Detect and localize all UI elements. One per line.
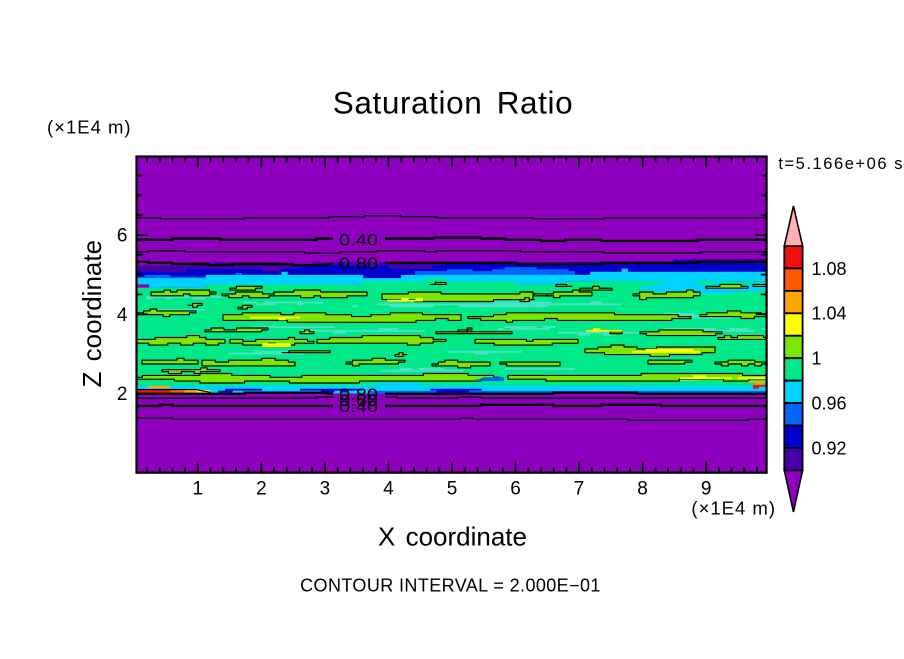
- svg-text:6: 6: [117, 226, 128, 247]
- svg-text:(×1E4 m): (×1E4 m): [691, 498, 776, 519]
- svg-text:2: 2: [256, 479, 267, 500]
- svg-text:2: 2: [117, 384, 128, 405]
- svg-text:3: 3: [320, 479, 331, 500]
- svg-text:4: 4: [383, 479, 394, 500]
- svg-text:0.96: 0.96: [812, 394, 847, 414]
- svg-text:Z coordinate: Z coordinate: [77, 240, 107, 388]
- svg-text:0.80: 0.80: [339, 254, 378, 273]
- svg-text:6: 6: [510, 479, 521, 500]
- svg-text:1: 1: [812, 349, 822, 369]
- svg-text:7: 7: [574, 479, 585, 500]
- svg-text:1: 1: [193, 479, 204, 500]
- svg-text:9: 9: [701, 479, 712, 500]
- svg-text:0.80: 0.80: [339, 385, 378, 404]
- svg-text:Saturation Ratio: Saturation Ratio: [333, 85, 573, 121]
- svg-text:t=5.166e+06 s: t=5.166e+06 s: [778, 155, 904, 173]
- svg-text:0.40: 0.40: [339, 397, 378, 416]
- svg-text:1.08: 1.08: [812, 259, 847, 279]
- svg-text:4: 4: [117, 305, 128, 326]
- svg-text:1.04: 1.04: [812, 304, 847, 324]
- svg-text:CONTOUR INTERVAL = 2.000E−01: CONTOUR INTERVAL = 2.000E−01: [300, 576, 601, 596]
- svg-text:0.60: 0.60: [339, 391, 378, 410]
- svg-text:X coordinate: X coordinate: [378, 522, 527, 552]
- svg-text:(×1E4 m): (×1E4 m): [47, 117, 132, 138]
- svg-text:5: 5: [447, 479, 458, 500]
- svg-text:0.40: 0.40: [339, 231, 378, 250]
- svg-text:8: 8: [637, 479, 648, 500]
- svg-text:0.92: 0.92: [812, 438, 847, 458]
